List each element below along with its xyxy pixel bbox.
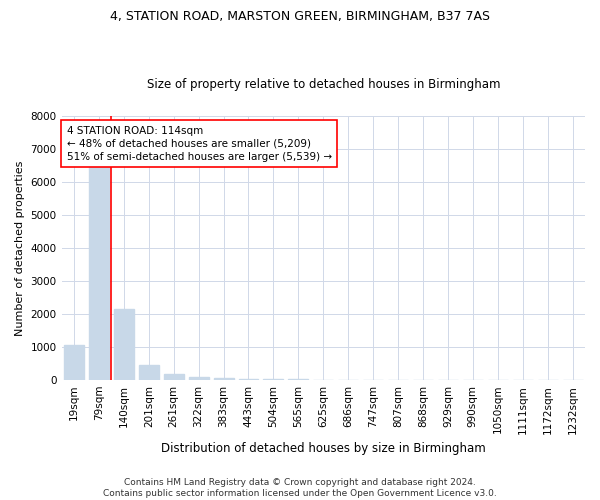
Bar	[89, 167, 109, 380]
X-axis label: Distribution of detached houses by size in Birmingham: Distribution of detached houses by size …	[161, 442, 485, 455]
Bar	[64, 346, 84, 380]
Text: 4 STATION ROAD: 114sqm
← 48% of detached houses are smaller (5,209)
51% of semi-: 4 STATION ROAD: 114sqm ← 48% of detached…	[67, 126, 332, 162]
Bar	[164, 374, 184, 380]
Title: Size of property relative to detached houses in Birmingham: Size of property relative to detached ho…	[146, 78, 500, 91]
Bar	[139, 365, 159, 380]
Text: Contains HM Land Registry data © Crown copyright and database right 2024.
Contai: Contains HM Land Registry data © Crown c…	[103, 478, 497, 498]
Bar	[239, 379, 259, 380]
Text: 4, STATION ROAD, MARSTON GREEN, BIRMINGHAM, B37 7AS: 4, STATION ROAD, MARSTON GREEN, BIRMINGH…	[110, 10, 490, 23]
Y-axis label: Number of detached properties: Number of detached properties	[15, 160, 25, 336]
Bar	[214, 378, 233, 380]
Bar	[188, 377, 209, 380]
Bar	[114, 309, 134, 380]
Bar	[263, 379, 283, 380]
